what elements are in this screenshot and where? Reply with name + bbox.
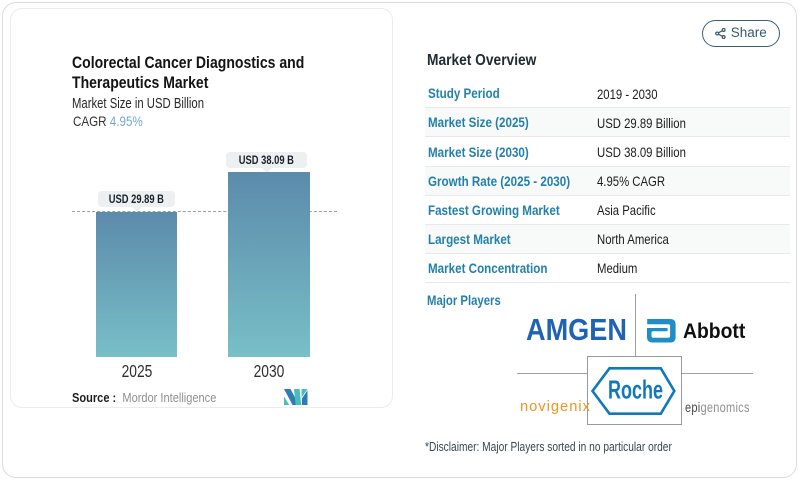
svg-text:Roche: Roche [608,374,663,404]
